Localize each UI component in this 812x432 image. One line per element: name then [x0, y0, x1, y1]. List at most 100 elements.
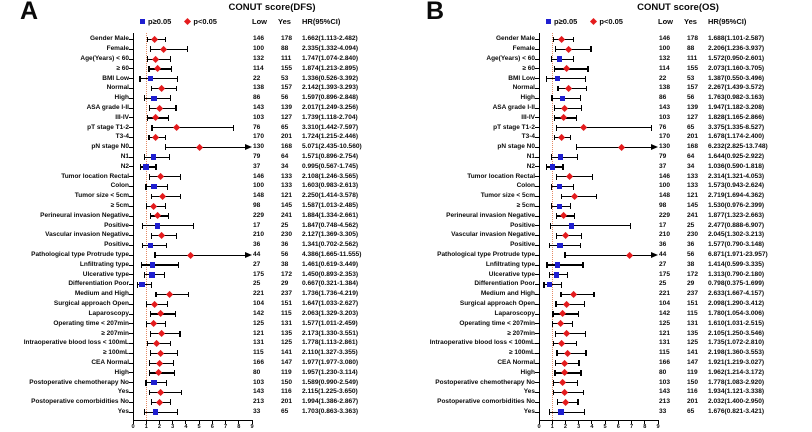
ci-cap-left [564, 252, 566, 259]
row-label: pN stage N0 [497, 143, 535, 151]
column-header-low: Low [252, 17, 267, 26]
row-label: Yes [117, 407, 129, 415]
ci-cap-left [551, 203, 553, 210]
low-count: 130 [253, 143, 265, 151]
x-axis-tick [591, 420, 593, 424]
x-axis-tick-label: 4 [184, 424, 188, 430]
hr-ci-text: 1.597(0.896-2.848) [302, 94, 359, 102]
ci-cap-left [140, 262, 142, 268]
row-axis-tick [535, 274, 539, 276]
yes-count: 115 [687, 309, 698, 317]
row-label: N1 [526, 152, 535, 160]
ci-cap-left [144, 154, 146, 161]
row-axis-tick [535, 166, 539, 168]
ci-arrowhead [245, 144, 252, 151]
ci-cap-right [582, 389, 584, 396]
hr-ci-text: 1.530(0.976-2.399) [708, 202, 765, 210]
hr-ci-text: 1.977(1.977-3.080) [302, 358, 359, 366]
marker-diamond [155, 359, 163, 367]
low-count: 79 [659, 152, 667, 160]
yes-count: 38 [687, 260, 695, 268]
row-label: ASA grade I-II [492, 103, 535, 111]
low-count: 148 [659, 192, 671, 200]
hr-ci-text: 1.461(0.619-3.449) [302, 260, 359, 268]
low-count: 115 [253, 349, 264, 357]
row-label: pN stage N0 [91, 143, 129, 151]
row-axis-tick [129, 166, 133, 168]
x-axis-tick [631, 420, 633, 424]
column-header-low: Low [658, 17, 673, 26]
row-axis-tick [535, 392, 539, 394]
ci-cap-right [188, 291, 190, 298]
row-axis-tick [129, 343, 133, 345]
marker-square [149, 272, 155, 278]
low-count: 132 [659, 54, 671, 62]
ci-cap-right [596, 193, 598, 200]
row-axis-tick [129, 362, 133, 364]
low-count: 98 [659, 202, 667, 210]
marker-diamond [154, 65, 162, 73]
low-count: 103 [253, 378, 265, 386]
low-count: 229 [659, 211, 671, 219]
hr-ci-text: 1.572(0.950-2.601) [708, 54, 765, 62]
row-label: ≥ 60 [116, 64, 129, 72]
row-axis-tick [535, 411, 539, 413]
ci-cap-right [177, 75, 179, 82]
marker-diamond [562, 231, 570, 240]
marker-diamond [557, 35, 565, 44]
low-count: 44 [253, 251, 261, 259]
ci-cap-right [163, 271, 165, 278]
legend-ns-label: p≥0.05 [554, 17, 578, 26]
low-count: 143 [253, 388, 265, 396]
low-count: 221 [659, 290, 671, 298]
marker-diamond [565, 173, 574, 181]
ci-cap-left [145, 321, 147, 327]
row-axis-tick [129, 372, 133, 374]
yes-count: 139 [281, 103, 293, 111]
yes-count: 65 [281, 123, 289, 131]
low-count: 103 [253, 113, 265, 121]
marker-square [139, 281, 145, 288]
hr-ci-text: 1.414(0.599-3.335) [708, 260, 765, 268]
yes-count: 34 [687, 162, 695, 170]
ci-cap-left [553, 389, 555, 396]
ci-cap-right [169, 56, 172, 62]
yes-count: 201 [687, 133, 699, 141]
row-label: Surgical approach Open [459, 300, 535, 308]
row-label: III-IV [521, 113, 535, 121]
marker-diamond [556, 320, 564, 328]
row-label: Yes [523, 407, 535, 415]
ci-cap-left [144, 95, 146, 102]
x-axis-tick [551, 420, 553, 424]
ci-line [552, 313, 579, 315]
hr-ci-text: 1.036(0.590-1.818) [708, 162, 765, 170]
marker-diamond [562, 65, 571, 73]
hr-ci-text: 2.127(1.369-3.305) [302, 231, 359, 239]
marker-diamond [156, 310, 164, 318]
ci-line [142, 225, 194, 227]
row-label: Normal [512, 84, 535, 92]
ci-line [139, 78, 178, 80]
row-label: T3-4 [115, 133, 129, 141]
ci-cap-left [554, 330, 557, 337]
row-axis-tick [535, 68, 539, 70]
yes-count: 155 [687, 64, 699, 72]
marker-diamond [626, 251, 634, 259]
hr-ci-text: 1.676(0.821-3.421) [708, 407, 765, 415]
ci-cap-left [575, 144, 577, 151]
low-count: 132 [253, 54, 265, 62]
low-count: 103 [659, 113, 671, 121]
ci-cap-left [146, 56, 148, 62]
ci-cap-left [146, 301, 148, 308]
ci-line [551, 186, 574, 188]
ci-cap-left [145, 203, 147, 210]
low-count: 22 [659, 74, 667, 82]
low-count: 175 [659, 270, 671, 278]
reference-line [145, 33, 147, 420]
x-axis-tick [578, 420, 580, 424]
yes-count: 150 [687, 378, 699, 386]
row-axis-tick [535, 401, 539, 403]
hr-ci-text: 1.828(1.165-2.866) [708, 113, 765, 121]
row-label: ASA grade I-II [86, 103, 129, 111]
ci-cap-left [150, 399, 152, 406]
